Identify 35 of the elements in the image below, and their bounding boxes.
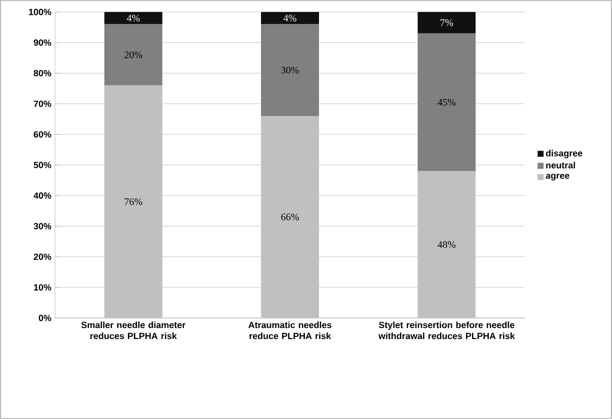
y-tick-label: 90%: [34, 39, 52, 46]
data-label: 76%: [124, 198, 142, 206]
x-tick-label: Atraumatic needles reduce PLPHA risk: [248, 322, 332, 340]
bar: [418, 33, 476, 172]
bar: [104, 85, 162, 318]
bar: [418, 12, 476, 34]
data-label: 4%: [126, 14, 140, 22]
y-tick-label: 80%: [34, 70, 52, 76]
legend-label: neutral: [546, 162, 575, 168]
data-label: 48%: [438, 241, 456, 248]
legend-label: disagree: [546, 150, 582, 158]
data-label: 7%: [440, 19, 454, 26]
bar: [418, 171, 476, 318]
bar: [261, 12, 320, 24]
bar: [104, 24, 162, 86]
bar: [261, 116, 320, 318]
y-tick-label: 0%: [38, 314, 52, 322]
y-tick-label: 20%: [34, 254, 52, 260]
y-tick-label: 100%: [29, 8, 52, 16]
y-tick-label: 60%: [34, 131, 52, 138]
bar: [261, 24, 320, 116]
data-label: 45%: [438, 98, 456, 106]
data-label: 4%: [284, 14, 296, 22]
y-tick-label: 70%: [34, 100, 52, 107]
bar: [104, 12, 162, 24]
y-tick-label: 40%: [34, 192, 52, 199]
y-tick-label: 10%: [34, 284, 52, 291]
y-tick-label: 50%: [34, 162, 52, 168]
data-label: 20%: [124, 51, 142, 58]
x-tick-label: Stylet reinsertion before needle withdrawal reduces PLPHA risk: [378, 322, 515, 340]
data-label: 30%: [281, 66, 299, 74]
y-tick-label: 30%: [34, 222, 52, 230]
data-label: 66%: [281, 214, 299, 220]
legend-label: agree: [546, 174, 570, 181]
x-tick-label: Smaller needle diameter reduces PLPHA risk: [81, 322, 186, 340]
